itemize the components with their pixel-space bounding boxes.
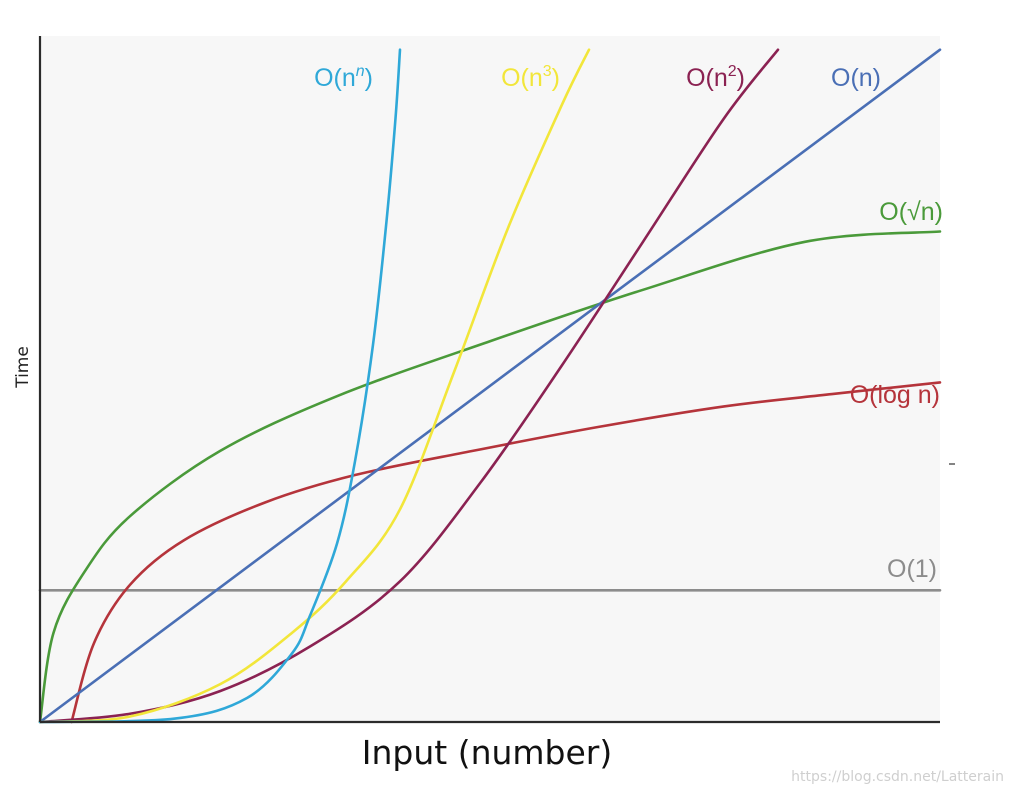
label-layer: O(1)O(log n)O(√n)O(n)O(n2)O(n3)O(nn) xyxy=(314,63,943,583)
series-label-tail: ) xyxy=(552,64,560,92)
series-line-log xyxy=(70,381,942,724)
series-layer xyxy=(38,48,942,724)
series-label-superscript: 3 xyxy=(543,63,552,80)
series-label-log: O(log n) xyxy=(850,381,940,409)
series-label-nn: O(nn) xyxy=(314,63,373,92)
series-label-base: O(n xyxy=(686,64,728,92)
x-axis-label: Input (number) xyxy=(362,733,612,772)
series-line-sqrt xyxy=(38,230,942,724)
y-axis-label: Time xyxy=(13,346,33,389)
series-label-base: O(n xyxy=(501,64,543,92)
series-label-superscript: 2 xyxy=(728,63,737,80)
plot-area xyxy=(40,36,940,722)
series-line-nn xyxy=(38,48,402,724)
watermark: https://blog.csdn.net/Latterain xyxy=(791,769,1004,785)
series-label-n2: O(n2) xyxy=(686,63,745,92)
series-label-base: O(√n) xyxy=(879,198,943,226)
series-label-sqrt: O(√n) xyxy=(879,198,943,226)
series-label-base: O(n) xyxy=(831,64,881,92)
series-line-n3 xyxy=(38,48,591,724)
series-line-n xyxy=(38,48,942,724)
series-label-superscript: n xyxy=(356,63,365,80)
series-label-n: O(n) xyxy=(831,64,881,92)
series-label-base: O(log n) xyxy=(850,381,940,409)
series-label-tail: ) xyxy=(737,64,745,92)
series-label-tail: ) xyxy=(365,64,373,92)
series-label-const: O(1) xyxy=(887,555,937,583)
series-label-n3: O(n3) xyxy=(501,63,560,92)
series-label-base: O(1) xyxy=(887,555,937,583)
series-line-n2 xyxy=(38,48,780,724)
series-label-base: O(n xyxy=(314,64,356,92)
